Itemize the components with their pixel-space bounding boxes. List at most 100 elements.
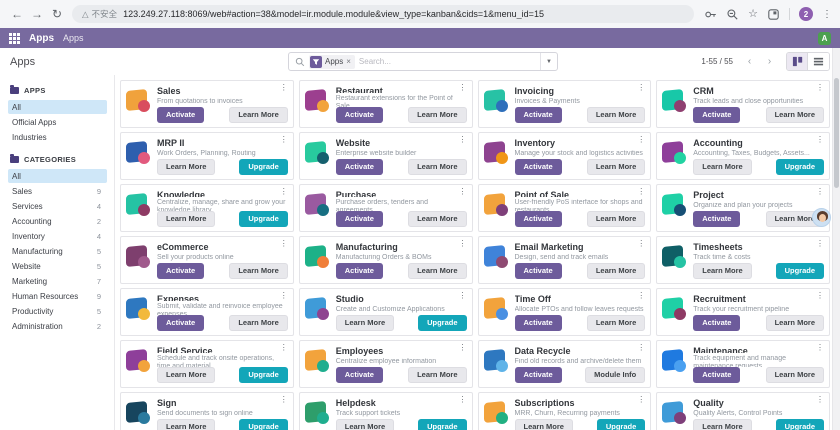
activate-button[interactable]: Activate: [693, 366, 741, 383]
learn-more-button[interactable]: Learn More: [157, 210, 216, 227]
activate-button[interactable]: Activate: [157, 314, 205, 331]
bookmark-star-icon[interactable]: ☆: [748, 7, 758, 20]
card-kebab-icon[interactable]: ⋮: [279, 239, 288, 248]
upgrade-button[interactable]: Upgrade: [239, 210, 288, 227]
kanban-view-button[interactable]: [787, 53, 808, 70]
activate-button[interactable]: Activate: [335, 158, 383, 175]
learn-more-button[interactable]: Learn More: [514, 418, 573, 430]
card-kebab-icon[interactable]: ⋮: [279, 187, 288, 196]
current-app-name[interactable]: Apps: [29, 32, 54, 44]
pager-prev-button[interactable]: ‹: [747, 56, 752, 67]
learn-more-button[interactable]: Learn More: [586, 210, 646, 227]
card-kebab-icon[interactable]: ⋮: [816, 187, 824, 196]
card-kebab-icon[interactable]: ⋮: [458, 83, 467, 92]
card-kebab-icon[interactable]: ⋮: [458, 343, 467, 352]
activate-button[interactable]: Activate: [335, 210, 383, 227]
card-kebab-icon[interactable]: ⋮: [279, 343, 288, 352]
app-card-helpdesk[interactable]: ⋮ Helpdesk Track support tickets Learn M…: [298, 392, 473, 430]
app-card-point-of-sale[interactable]: ⋮ Point of Sale User-friendly PoS interf…: [477, 184, 652, 232]
learn-more-button[interactable]: Learn More: [693, 418, 752, 430]
card-kebab-icon[interactable]: ⋮: [458, 291, 467, 300]
upgrade-button[interactable]: Upgrade: [418, 314, 467, 331]
sidebar-item-industries[interactable]: Industries: [8, 130, 107, 144]
card-kebab-icon[interactable]: ⋮: [637, 135, 646, 144]
app-card-time-off[interactable]: ⋮ Time Off Allocate PTOs and follow leav…: [477, 288, 652, 336]
learn-more-button[interactable]: Learn More: [157, 158, 216, 175]
sidebar-category-manufacturing[interactable]: Manufacturing 5: [8, 244, 107, 258]
learn-more-button[interactable]: Learn More: [408, 158, 467, 175]
activate-button[interactable]: Activate: [514, 314, 562, 331]
app-card-mrp-ii[interactable]: ⋮ MRP II Work Orders, Planning, Routing …: [120, 132, 294, 180]
browser-forward-button[interactable]: →: [31, 7, 43, 21]
app-card-crm[interactable]: ⋮ CRM Track leads and close opportunitie…: [656, 80, 830, 128]
app-card-email-marketing[interactable]: ⋮ Email Marketing Design, send and track…: [477, 236, 652, 284]
browser-back-button[interactable]: ←: [11, 7, 23, 21]
app-card-recruitment[interactable]: ⋮ Recruitment Track your recruitment pip…: [656, 288, 830, 336]
card-kebab-icon[interactable]: ⋮: [816, 239, 824, 248]
list-view-button[interactable]: [808, 53, 829, 70]
learn-more-button[interactable]: Learn More: [157, 418, 216, 430]
app-card-accounting[interactable]: ⋮ Accounting Accounting, Taxes, Budgets,…: [656, 132, 830, 180]
sidebar-category-administration[interactable]: Administration 2: [8, 319, 107, 333]
browser-menu-icon[interactable]: ⋮: [822, 8, 832, 20]
learn-more-button[interactable]: Learn More: [229, 106, 288, 123]
nav-menu-apps[interactable]: Apps: [63, 33, 84, 43]
card-kebab-icon[interactable]: ⋮: [816, 291, 824, 300]
activate-button[interactable]: Activate: [693, 314, 741, 331]
app-card-studio[interactable]: ⋮ Studio Create and Customize Applicatio…: [298, 288, 473, 336]
zoom-out-icon[interactable]: [726, 8, 739, 21]
activate-button[interactable]: Activate: [157, 106, 205, 123]
card-kebab-icon[interactable]: ⋮: [816, 135, 824, 144]
learn-more-button[interactable]: Learn More: [408, 210, 467, 227]
upgrade-button[interactable]: Upgrade: [239, 366, 288, 383]
sidebar-category-human-resources[interactable]: Human Resources 9: [8, 289, 107, 303]
app-card-website[interactable]: ⋮ Website Enterprise website builder Act…: [298, 132, 473, 180]
app-card-ecommerce[interactable]: ⋮ eCommerce Sell your products online Ac…: [120, 236, 294, 284]
app-card-field-service[interactable]: ⋮ Field Service Schedule and track onsit…: [120, 340, 294, 388]
upgrade-button[interactable]: Upgrade: [239, 158, 288, 175]
learn-more-button[interactable]: Learn More: [586, 314, 646, 331]
app-card-data-recycle[interactable]: ⋮ Data Recycle Find old records and arch…: [477, 340, 652, 388]
learn-more-button[interactable]: Learn More: [586, 262, 646, 279]
app-card-sign[interactable]: ⋮ Sign Send documents to sign online Lea…: [120, 392, 294, 430]
card-kebab-icon[interactable]: ⋮: [816, 83, 824, 92]
upgrade-button[interactable]: Upgrade: [239, 418, 288, 430]
card-kebab-icon[interactable]: ⋮: [279, 395, 288, 404]
browser-reload-button[interactable]: ↻: [51, 7, 63, 21]
app-card-sales[interactable]: ⋮ Sales From quotations to invoices Acti…: [120, 80, 294, 128]
app-card-expenses[interactable]: ⋮ Expenses Submit, validate and reinvoic…: [120, 288, 294, 336]
learn-more-button[interactable]: Learn More: [408, 262, 467, 279]
module-info-button[interactable]: Module Info: [585, 366, 646, 383]
learn-more-button[interactable]: Learn More: [765, 366, 824, 383]
card-kebab-icon[interactable]: ⋮: [637, 187, 646, 196]
learn-more-button[interactable]: Learn More: [229, 314, 288, 331]
apps-grid-icon[interactable]: [9, 32, 20, 44]
app-card-restaurant[interactable]: ⋮ Restaurant Restaurant extensions for t…: [298, 80, 473, 128]
pager-next-button[interactable]: ›: [767, 56, 772, 67]
search-input[interactable]: [358, 57, 536, 66]
learn-more-button[interactable]: Learn More: [765, 210, 824, 227]
learn-more-button[interactable]: Learn More: [586, 106, 646, 123]
extensions-icon[interactable]: [767, 8, 780, 21]
user-avatar[interactable]: A: [818, 31, 831, 45]
learn-more-button[interactable]: Learn More: [335, 314, 395, 331]
sidebar-category-all[interactable]: All: [8, 169, 107, 183]
card-kebab-icon[interactable]: ⋮: [279, 83, 288, 92]
card-kebab-icon[interactable]: ⋮: [279, 291, 288, 300]
page-scrollbar[interactable]: [832, 48, 840, 430]
sidebar-category-inventory[interactable]: Inventory 4: [8, 229, 107, 243]
app-card-purchase[interactable]: ⋮ Purchase Purchase orders, tenders and …: [298, 184, 473, 232]
card-kebab-icon[interactable]: ⋮: [637, 83, 646, 92]
app-card-employees[interactable]: ⋮ Employees Centralize employee informat…: [298, 340, 473, 388]
upgrade-button[interactable]: Upgrade: [775, 262, 824, 279]
security-chip[interactable]: △ 不安全: [82, 8, 117, 20]
password-key-icon[interactable]: [704, 8, 717, 21]
card-kebab-icon[interactable]: ⋮: [458, 135, 467, 144]
sidebar-item-all[interactable]: All: [8, 100, 107, 114]
card-kebab-icon[interactable]: ⋮: [279, 135, 288, 144]
app-card-project[interactable]: ⋮ Project Organize and plan your project…: [656, 184, 830, 232]
learn-more-button[interactable]: Learn More: [408, 106, 467, 123]
app-card-inventory[interactable]: ⋮ Inventory Manage your stock and logist…: [477, 132, 652, 180]
activate-button[interactable]: Activate: [335, 106, 383, 123]
upgrade-button[interactable]: Upgrade: [596, 418, 646, 430]
